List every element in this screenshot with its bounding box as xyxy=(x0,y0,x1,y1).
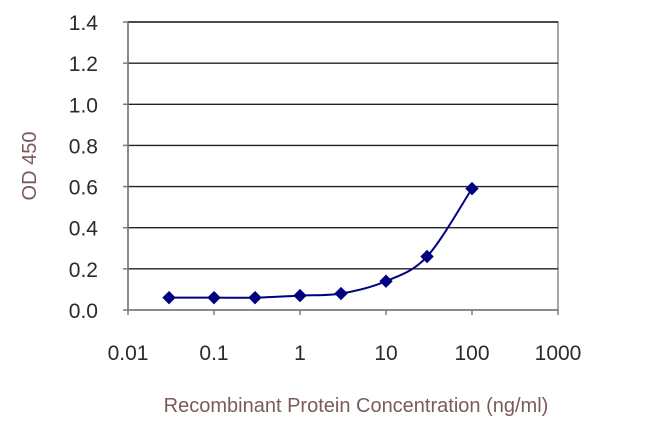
x-tick-label: 100 xyxy=(454,342,489,365)
data-point xyxy=(465,181,479,196)
data-point xyxy=(379,274,393,288)
y-tick-label: 1.4 xyxy=(69,12,99,35)
data-point xyxy=(248,290,262,305)
y-axis-title: OD 450 xyxy=(19,132,41,201)
series-layer xyxy=(162,181,479,305)
y-axis-ticks: 0.0 0.2 0.4 0.6 0.8 1.0 1.2 1.4 xyxy=(69,12,128,323)
data-point xyxy=(334,286,348,301)
y-tick-label: 0.2 xyxy=(69,259,98,282)
y-tick-label: 0.6 xyxy=(69,177,98,200)
x-tick-label: 0.1 xyxy=(199,342,228,365)
y-tick-label: 0.0 xyxy=(69,300,98,323)
data-point xyxy=(162,290,176,305)
x-tick-label: 10 xyxy=(374,342,397,365)
x-tick-label: 1000 xyxy=(535,342,582,365)
y-tick-label: 1.2 xyxy=(69,53,98,76)
data-point xyxy=(420,249,434,264)
gridlines xyxy=(128,21,558,270)
plot-area xyxy=(127,21,559,311)
y-tick-label: 1.0 xyxy=(69,94,98,117)
data-point xyxy=(293,288,307,303)
x-axis-ticks: 0.01 0.1 1 10 100 1000 xyxy=(108,310,582,365)
y-tick-label: 0.4 xyxy=(69,218,99,241)
y-tick-label: 0.8 xyxy=(69,135,98,158)
x-tick-label: 1 xyxy=(294,342,306,365)
x-axis-title: Recombinant Protein Concentration (ng/ml… xyxy=(164,395,549,417)
x-tick-label: 0.01 xyxy=(108,342,149,365)
data-point xyxy=(207,290,221,305)
